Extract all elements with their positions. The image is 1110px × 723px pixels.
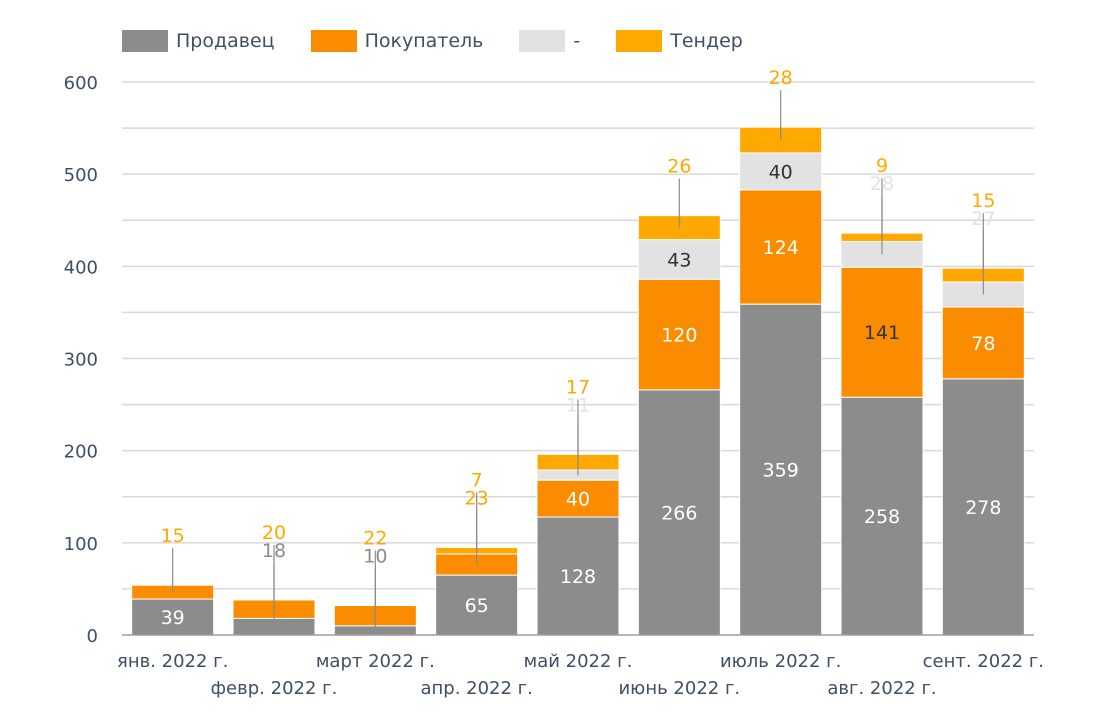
bar-segment [536, 479, 620, 518]
data-label: 128 [560, 566, 596, 588]
y-tick-label: 100 [64, 534, 98, 555]
data-label: 17 [566, 376, 590, 398]
legend-item: Тендер [616, 30, 743, 52]
y-tick-label: 300 [64, 350, 98, 371]
data-label: 26 [667, 156, 691, 178]
bar-segment [131, 598, 215, 636]
legend-swatch [519, 30, 566, 52]
data-label: 15 [971, 190, 995, 212]
data-label: 22 [363, 528, 387, 550]
data-label: 124 [763, 237, 799, 259]
data-label: 78 [971, 333, 995, 355]
legend-item: Покупатель [310, 30, 484, 52]
x-tick-label: май 2022 г. [524, 651, 633, 672]
data-label: 40 [769, 161, 793, 183]
bar-segment [941, 306, 1025, 380]
legend-item: - [519, 30, 580, 52]
legend-swatch [310, 30, 357, 52]
data-label: 266 [661, 502, 697, 524]
data-label: 28 [769, 67, 793, 89]
legend-swatch [122, 30, 168, 52]
y-tick-label: 0 [87, 626, 98, 647]
x-tick-label: янв. 2022 г. [117, 651, 228, 672]
x-tick-label: июль 2022 г. [720, 651, 841, 672]
legend-label: Покупатель [364, 30, 484, 52]
data-label: 7 [471, 469, 483, 491]
legend-label: Тендер [670, 30, 743, 52]
legend-label: Продавец [176, 30, 275, 52]
bar-segment [637, 278, 721, 391]
y-tick-label: 200 [64, 442, 98, 463]
y-tick-label: 600 [64, 73, 98, 94]
bar-segment [941, 378, 1025, 636]
bar-segment [435, 574, 519, 636]
y-tick-label: 500 [64, 165, 98, 186]
x-tick-label: сент. 2022 г. [923, 651, 1044, 672]
data-label: 359 [763, 460, 799, 482]
data-label: 9 [876, 155, 888, 177]
data-label: 258 [864, 506, 900, 528]
x-tick-label: апр. 2022 г. [420, 678, 532, 699]
data-label: 65 [465, 595, 489, 617]
bar-segment [739, 152, 823, 191]
data-label: 141 [864, 322, 900, 344]
data-label: 43 [667, 249, 691, 271]
bar-segment [840, 266, 924, 398]
data-label: 40 [566, 489, 590, 511]
bar-segment [739, 303, 823, 636]
data-label: 278 [965, 497, 1001, 519]
y-tick-label: 400 [64, 257, 98, 278]
legend-label: - [573, 30, 581, 52]
x-tick-label: февр. 2022 г. [211, 678, 338, 699]
legend-item: Продавец [122, 30, 275, 52]
data-label: 15 [161, 525, 185, 547]
bar-segment [536, 516, 620, 636]
chart-legend: Продавец Покупатель - Тендер [122, 30, 779, 52]
x-tick-label: март 2022 г. [316, 651, 435, 672]
bar-segment [739, 189, 823, 305]
legend-swatch [616, 30, 663, 52]
data-label: 20 [262, 522, 286, 544]
data-label: 120 [661, 325, 697, 347]
x-tick-label: июнь 2022 г. [618, 678, 740, 699]
data-label: 39 [161, 607, 185, 629]
bar-segment [840, 396, 924, 636]
x-tick-label: авг. 2022 г. [827, 678, 936, 699]
